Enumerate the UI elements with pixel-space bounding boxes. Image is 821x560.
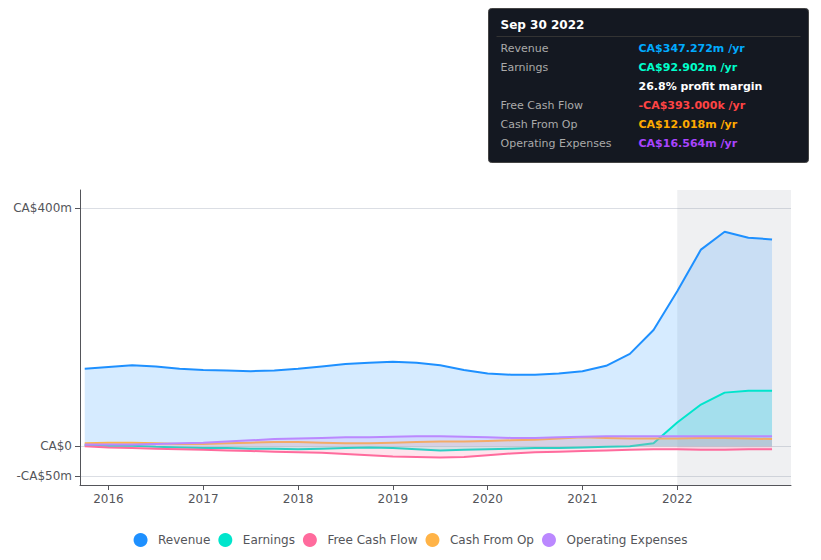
svg-text:2016: 2016: [93, 492, 124, 506]
svg-text:CA$347.272m /yr: CA$347.272m /yr: [639, 42, 746, 55]
svg-text:CA$92.902m /yr: CA$92.902m /yr: [639, 61, 738, 74]
svg-text:Free Cash Flow: Free Cash Flow: [327, 533, 417, 547]
svg-text:2017: 2017: [188, 492, 219, 506]
svg-text:2021: 2021: [567, 492, 598, 506]
svg-text:CA$12.018m /yr: CA$12.018m /yr: [639, 118, 738, 131]
svg-text:Free Cash Flow: Free Cash Flow: [501, 99, 584, 112]
svg-text:26.8% profit margin: 26.8% profit margin: [639, 80, 763, 93]
svg-text:-CA$50m: -CA$50m: [16, 469, 72, 483]
svg-text:2018: 2018: [283, 492, 314, 506]
svg-text:Sep 30 2022: Sep 30 2022: [501, 18, 585, 32]
svg-text:CA$400m: CA$400m: [13, 201, 72, 215]
svg-text:Earnings: Earnings: [501, 61, 549, 74]
svg-text:2022: 2022: [662, 492, 693, 506]
svg-text:Revenue: Revenue: [501, 42, 549, 55]
svg-text:-CA$393.000k /yr: -CA$393.000k /yr: [639, 99, 746, 112]
svg-text:Operating Expenses: Operating Expenses: [566, 533, 687, 547]
svg-text:Cash From Op: Cash From Op: [501, 118, 578, 131]
svg-text:CA$16.564m /yr: CA$16.564m /yr: [639, 137, 738, 150]
svg-text:Earnings: Earnings: [243, 533, 295, 547]
svg-text:2019: 2019: [378, 492, 409, 506]
svg-text:Cash From Op: Cash From Op: [450, 533, 534, 547]
svg-text:2020: 2020: [472, 492, 503, 506]
svg-text:CA$0: CA$0: [40, 439, 72, 453]
svg-text:Revenue: Revenue: [158, 533, 210, 547]
svg-text:Operating Expenses: Operating Expenses: [501, 137, 612, 150]
